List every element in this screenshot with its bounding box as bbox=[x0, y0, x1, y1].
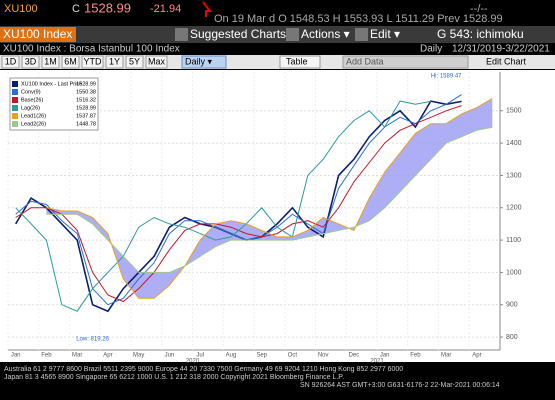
button-icon[interactable] bbox=[286, 28, 299, 41]
legend-box bbox=[9, 77, 99, 131]
edit-chart[interactable]: Edit Chart bbox=[486, 56, 527, 66]
period[interactable]: 6M bbox=[64, 56, 77, 66]
legend-value: 1528.99 bbox=[76, 81, 96, 87]
button-icon[interactable] bbox=[175, 28, 188, 41]
period-button[interactable] bbox=[105, 55, 124, 69]
edit-menu[interactable]: Edit ▾ bbox=[370, 27, 400, 41]
x-tick-label: Apr bbox=[103, 353, 112, 359]
legend-swatch bbox=[12, 121, 18, 127]
series-line bbox=[15, 100, 431, 312]
period-button[interactable] bbox=[41, 55, 60, 69]
legend-value: 1516.32 bbox=[76, 97, 96, 103]
description: XU100 Index : Borsa Istanbul 100 Index bbox=[3, 44, 180, 55]
right-info: --/-- bbox=[470, 3, 488, 15]
x-tick-label: Aug bbox=[226, 353, 237, 359]
y-tick-label: 1100 bbox=[506, 237, 521, 244]
period[interactable]: 1Y bbox=[109, 56, 120, 66]
toolbar-bar bbox=[0, 26, 555, 43]
legend-swatch bbox=[12, 105, 18, 111]
interval[interactable]: Daily ▾ bbox=[185, 56, 213, 66]
period[interactable]: YTD bbox=[84, 56, 103, 66]
x-tick-label: Nov bbox=[318, 353, 329, 359]
period[interactable]: Max bbox=[148, 56, 166, 66]
period-button[interactable] bbox=[61, 55, 80, 69]
footer-line: Australia 61 2 9777 8600 Brazil 5511 239… bbox=[4, 366, 403, 373]
annotation: Low: 819.26 bbox=[76, 336, 109, 342]
x-tick-label: Apr bbox=[472, 353, 481, 359]
legend-label: Lead1(26) bbox=[21, 113, 46, 119]
y-tick-label: 1400 bbox=[506, 140, 522, 147]
x-tick-label: Jan bbox=[380, 353, 390, 359]
table-button[interactable] bbox=[279, 55, 321, 69]
period[interactable]: 1D bbox=[5, 56, 17, 66]
interval-button[interactable] bbox=[181, 55, 227, 69]
table[interactable]: Table bbox=[286, 56, 308, 66]
y-tick-label: 800 bbox=[506, 334, 518, 341]
close-label: C bbox=[72, 3, 80, 15]
add-data[interactable]: Add Data bbox=[346, 56, 384, 66]
template: G 543: ichimoku bbox=[437, 27, 524, 41]
actions-menu[interactable]: Actions ▾ bbox=[301, 27, 350, 41]
x-tick-label: Feb bbox=[41, 353, 52, 359]
legend-value: 1550.38 bbox=[76, 89, 96, 95]
period-button[interactable] bbox=[81, 55, 104, 69]
y-tick-label: 1200 bbox=[506, 205, 522, 212]
suggested-charts[interactable]: Suggested Charts bbox=[190, 27, 286, 41]
y-tick-label: 1500 bbox=[506, 108, 522, 115]
footer-line: SN 926264 AST GMT+3:00 G631-6176-2 22-Ma… bbox=[300, 382, 500, 389]
legend-label: XU100 Index - Last Price bbox=[21, 81, 82, 87]
x-tick-label: Feb bbox=[410, 353, 421, 359]
period[interactable]: 3D bbox=[25, 56, 37, 66]
period-button[interactable] bbox=[145, 55, 168, 69]
x-tick-label: May bbox=[133, 353, 144, 359]
x-tick-label: Mar bbox=[72, 353, 82, 359]
x-tick-label: Jan bbox=[11, 353, 21, 359]
add-data-field[interactable] bbox=[342, 55, 469, 69]
button-icon[interactable] bbox=[355, 28, 368, 41]
annotation: Hi: 1589.47 bbox=[431, 73, 462, 79]
period-button[interactable] bbox=[21, 55, 40, 69]
security[interactable]: XU100 Index bbox=[3, 27, 72, 41]
x-tick-label: Jul bbox=[196, 353, 204, 359]
legend-swatch bbox=[12, 81, 18, 87]
y-tick-label: 900 bbox=[506, 302, 518, 309]
legend-label: Conv(9) bbox=[21, 89, 41, 95]
y-tick-label: 1000 bbox=[506, 269, 522, 276]
security-box[interactable] bbox=[0, 27, 76, 42]
legend-value: 1448.78 bbox=[76, 121, 96, 127]
footer-line: Japan 81 3 4565 8900 Singapore 65 6212 1… bbox=[4, 374, 344, 381]
legend-label: Lead2(26) bbox=[21, 121, 46, 127]
period-button[interactable] bbox=[125, 55, 144, 69]
down-arrow bbox=[202, 1, 213, 17]
date-range: 12/31/2019-3/22/2021 bbox=[452, 44, 550, 55]
legend-swatch bbox=[12, 113, 18, 119]
x-tick-label: Jun bbox=[165, 353, 175, 359]
legend-value: 1528.99 bbox=[76, 105, 96, 111]
legend-value: 1537.87 bbox=[76, 113, 96, 119]
period-button[interactable] bbox=[1, 55, 20, 69]
period[interactable]: 5Y bbox=[129, 56, 140, 66]
x-tick-label: Dec bbox=[349, 353, 360, 359]
period[interactable]: 1M bbox=[44, 56, 57, 66]
quote: On 19 Mar d O 1548.53 H 1553.93 L 1511.2… bbox=[214, 13, 503, 25]
series-line bbox=[46, 98, 493, 299]
series-line bbox=[46, 126, 493, 273]
year-label: 2020 bbox=[186, 359, 200, 365]
series-line bbox=[15, 94, 462, 306]
x-tick-label: Oct bbox=[288, 353, 298, 359]
y-tick-label: 1300 bbox=[506, 172, 522, 179]
year-label: 2021 bbox=[370, 359, 384, 365]
legend-label: Lag(26) bbox=[21, 105, 40, 111]
close: 1528.99 bbox=[84, 0, 131, 15]
frequency: Daily bbox=[420, 44, 442, 55]
change: -21.94 bbox=[150, 3, 181, 15]
x-tick-label: Mar bbox=[441, 353, 451, 359]
x-tick-label: Sep bbox=[256, 353, 267, 359]
legend-swatch bbox=[12, 89, 18, 95]
legend-swatch bbox=[12, 97, 18, 103]
legend-label: Base(26) bbox=[21, 97, 43, 103]
ticker: XU100 bbox=[4, 3, 38, 15]
